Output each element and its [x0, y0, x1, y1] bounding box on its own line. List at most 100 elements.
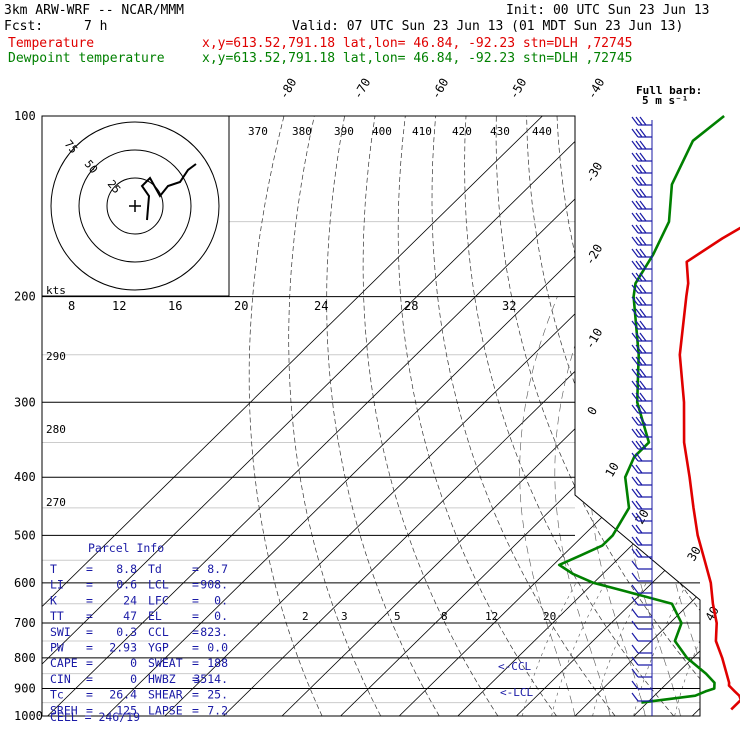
parcel-param-label: SREH	[50, 703, 78, 717]
dry-adiabat	[362, 116, 499, 716]
model-title: 3km ARW-WRF -- NCAR/MMM	[4, 3, 184, 18]
wind-barb	[631, 224, 652, 234]
pressure-label: 700	[14, 616, 36, 630]
isotherm-label-top: -60	[428, 76, 451, 102]
isotherm-label-top: -40	[584, 76, 607, 102]
parcel-param-label: Td	[148, 562, 162, 576]
parcel-equals: =	[86, 562, 93, 576]
dry-adiabat	[647, 116, 700, 716]
wind-barb	[631, 632, 652, 642]
ccl-marker: <-CCL	[498, 660, 531, 673]
wind-barb	[631, 512, 652, 522]
dry-adiabat	[495, 116, 700, 716]
isotherm-label-right: -10	[582, 326, 605, 352]
forecast-hours: 7 h	[84, 19, 107, 34]
dry-adiabat	[431, 116, 616, 716]
wind-barb	[631, 332, 652, 342]
barb-legend-units: 5 m s⁻¹	[642, 94, 688, 107]
mixing-ratio-label: 8	[441, 610, 448, 623]
parcel-equals: =	[192, 593, 199, 607]
theta-label: 370	[248, 125, 268, 138]
legend-temperature-label: Temperature	[8, 36, 94, 51]
parcel-row: TT = 47 EL = 0.	[50, 609, 228, 623]
parcel-param-label: CAPE	[50, 656, 78, 670]
wind-barb	[631, 128, 652, 138]
moist-adiabat	[695, 296, 700, 716]
mixing-ratio-label: 2	[302, 610, 309, 623]
dry-adiabat	[248, 116, 323, 716]
parcel-param-label: CCL	[148, 625, 169, 639]
parcel-row: K = 24 LFC = 0.	[50, 593, 228, 607]
isotherm-label-right: -20	[582, 242, 605, 268]
parcel-equals: =	[192, 562, 199, 576]
wind-barb	[631, 368, 652, 378]
wind-barb	[631, 164, 652, 174]
pressure-label: 1000	[14, 709, 43, 723]
wind-barb	[631, 500, 652, 510]
parcel-param-value: 0	[130, 656, 137, 670]
lcl-marker: <-LCL	[500, 686, 533, 699]
isotherm-label-top: -50	[506, 76, 529, 102]
parcel-param-label: LFC	[148, 593, 169, 607]
hodograph-speed-label: 12	[112, 299, 126, 313]
parcel-param-label: SHEAR	[148, 688, 183, 702]
parcel-equals: =	[192, 578, 199, 592]
wind-barb	[631, 272, 652, 282]
mixing-ratio-line	[633, 582, 688, 716]
parcel-param-value: 2.93	[109, 641, 137, 655]
parcel-param-label: SWI	[50, 625, 71, 639]
parcel-cell: CELL = 246/19	[50, 710, 140, 724]
parcel-param-value: 0.0	[207, 641, 228, 655]
moist-adiabat	[554, 296, 611, 716]
adiabat-label: 280	[46, 423, 66, 436]
wind-barb	[631, 380, 652, 390]
parcel-info-title: Parcel Info	[88, 541, 164, 555]
parcel-param-label: T	[50, 562, 57, 576]
dewpoint-trace	[557, 114, 725, 704]
dry-adiabat	[556, 116, 700, 716]
parcel-param-label: CIN	[50, 672, 71, 686]
parcel-equals: =	[86, 593, 93, 607]
parcel-param-label: PW	[50, 641, 64, 655]
parcel-row: SREH = 125 LAPSE = 7.2	[50, 703, 228, 717]
isotherm-label-right: 30	[684, 544, 703, 564]
moist-adiabat	[659, 296, 700, 716]
dry-adiabat	[288, 116, 382, 716]
wind-barb	[631, 248, 652, 258]
parcel-equals: =	[192, 703, 199, 717]
parcel-equals: =	[86, 656, 93, 670]
theta-label: 430	[490, 125, 510, 138]
parcel-param-value: 823.	[200, 625, 228, 639]
isotherm-label-right: 10	[602, 460, 621, 480]
mixing-ratio-line	[722, 583, 740, 716]
isotherm-line	[457, 116, 700, 716]
parcel-equals: =	[192, 625, 199, 639]
mixing-ratio-line	[592, 582, 647, 716]
parcel-equals: =	[192, 656, 199, 670]
barb-legend-title: Full barb:	[636, 84, 702, 97]
wind-barb	[631, 548, 652, 558]
mixing-ratio-label: 3	[341, 610, 348, 623]
legend-temperature-info: x,y=613.52,791.18 lat,lon= 46.84, -92.23…	[202, 36, 632, 51]
isotherm-line	[516, 116, 700, 716]
wind-barb	[631, 308, 652, 318]
parcel-equals: =	[192, 672, 199, 686]
parcel-row: PW = 2.93 YGP = 0.0	[50, 641, 228, 655]
wind-barb	[631, 428, 652, 438]
parcel-equals: =	[192, 688, 199, 702]
hodograph-ring	[50, 121, 220, 291]
wind-barb	[631, 476, 652, 486]
parcel-param-label: LCL	[148, 578, 169, 592]
isotherm-label-right: -30	[582, 160, 605, 186]
dry-adiabat	[709, 116, 740, 716]
hodograph-units: kts	[46, 284, 66, 297]
adiabat-label: 290	[46, 350, 66, 363]
parcel-row: Tc = 26.4 SHEAR = 25.	[50, 688, 228, 702]
parcel-param-value: 0.3	[116, 625, 137, 639]
parcel-param-value: 188	[207, 656, 228, 670]
wind-barb	[631, 236, 652, 246]
dry-adiabat	[326, 116, 440, 716]
theta-label: 390	[334, 125, 354, 138]
parcel-equals: =	[86, 625, 93, 639]
